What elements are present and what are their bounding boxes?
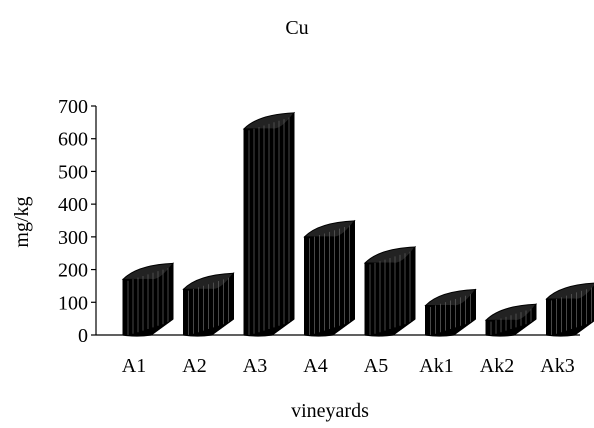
bar-front bbox=[486, 320, 514, 335]
y-tick-label: 0 bbox=[78, 325, 88, 347]
y-tick-label: 600 bbox=[58, 129, 88, 151]
x-axis-label: vineyards bbox=[291, 400, 369, 422]
bar-front bbox=[426, 306, 454, 335]
bar-front bbox=[547, 299, 575, 335]
y-axis-label: mg/kg bbox=[11, 196, 33, 247]
y-tick-label: 200 bbox=[58, 260, 88, 282]
bar-a3 bbox=[244, 113, 294, 336]
y-tick-label: 400 bbox=[58, 194, 88, 216]
y-tick-labels: 0 100 200 300 400 500 600 700 bbox=[58, 96, 96, 347]
x-tick-label: Ak1 bbox=[419, 355, 453, 377]
y-tick-label: 300 bbox=[58, 227, 88, 249]
chart-title: Cu bbox=[285, 17, 308, 39]
y-tick-label: 700 bbox=[58, 96, 88, 118]
bar-front bbox=[244, 129, 272, 335]
x-tick-label: A1 bbox=[122, 355, 146, 377]
bar-front bbox=[184, 289, 212, 335]
x-tick-labels: A1 A2 A3 A4 A5 Ak1 Ak2 Ak3 bbox=[122, 355, 575, 377]
x-tick-label: Ak3 bbox=[540, 355, 574, 377]
bar-ak3 bbox=[547, 283, 594, 336]
bar-a1 bbox=[123, 263, 173, 336]
bar-a5 bbox=[365, 247, 415, 336]
bars bbox=[123, 113, 594, 336]
x-tick-label: Ak2 bbox=[480, 355, 514, 377]
y-tick-label: 100 bbox=[58, 292, 88, 314]
bar-ak1 bbox=[426, 290, 476, 336]
bar-front bbox=[305, 237, 333, 335]
bar-a2 bbox=[184, 273, 234, 336]
x-tick-label: A3 bbox=[243, 355, 267, 377]
x-tick-label: A2 bbox=[182, 355, 206, 377]
x-tick-label: A5 bbox=[364, 355, 388, 377]
bar-front bbox=[365, 263, 393, 335]
x-tick-label: A4 bbox=[303, 355, 327, 377]
y-tick-label: 500 bbox=[58, 161, 88, 183]
bar-a4 bbox=[305, 221, 355, 336]
bar-ak2 bbox=[486, 304, 536, 336]
bar-front bbox=[123, 279, 151, 335]
